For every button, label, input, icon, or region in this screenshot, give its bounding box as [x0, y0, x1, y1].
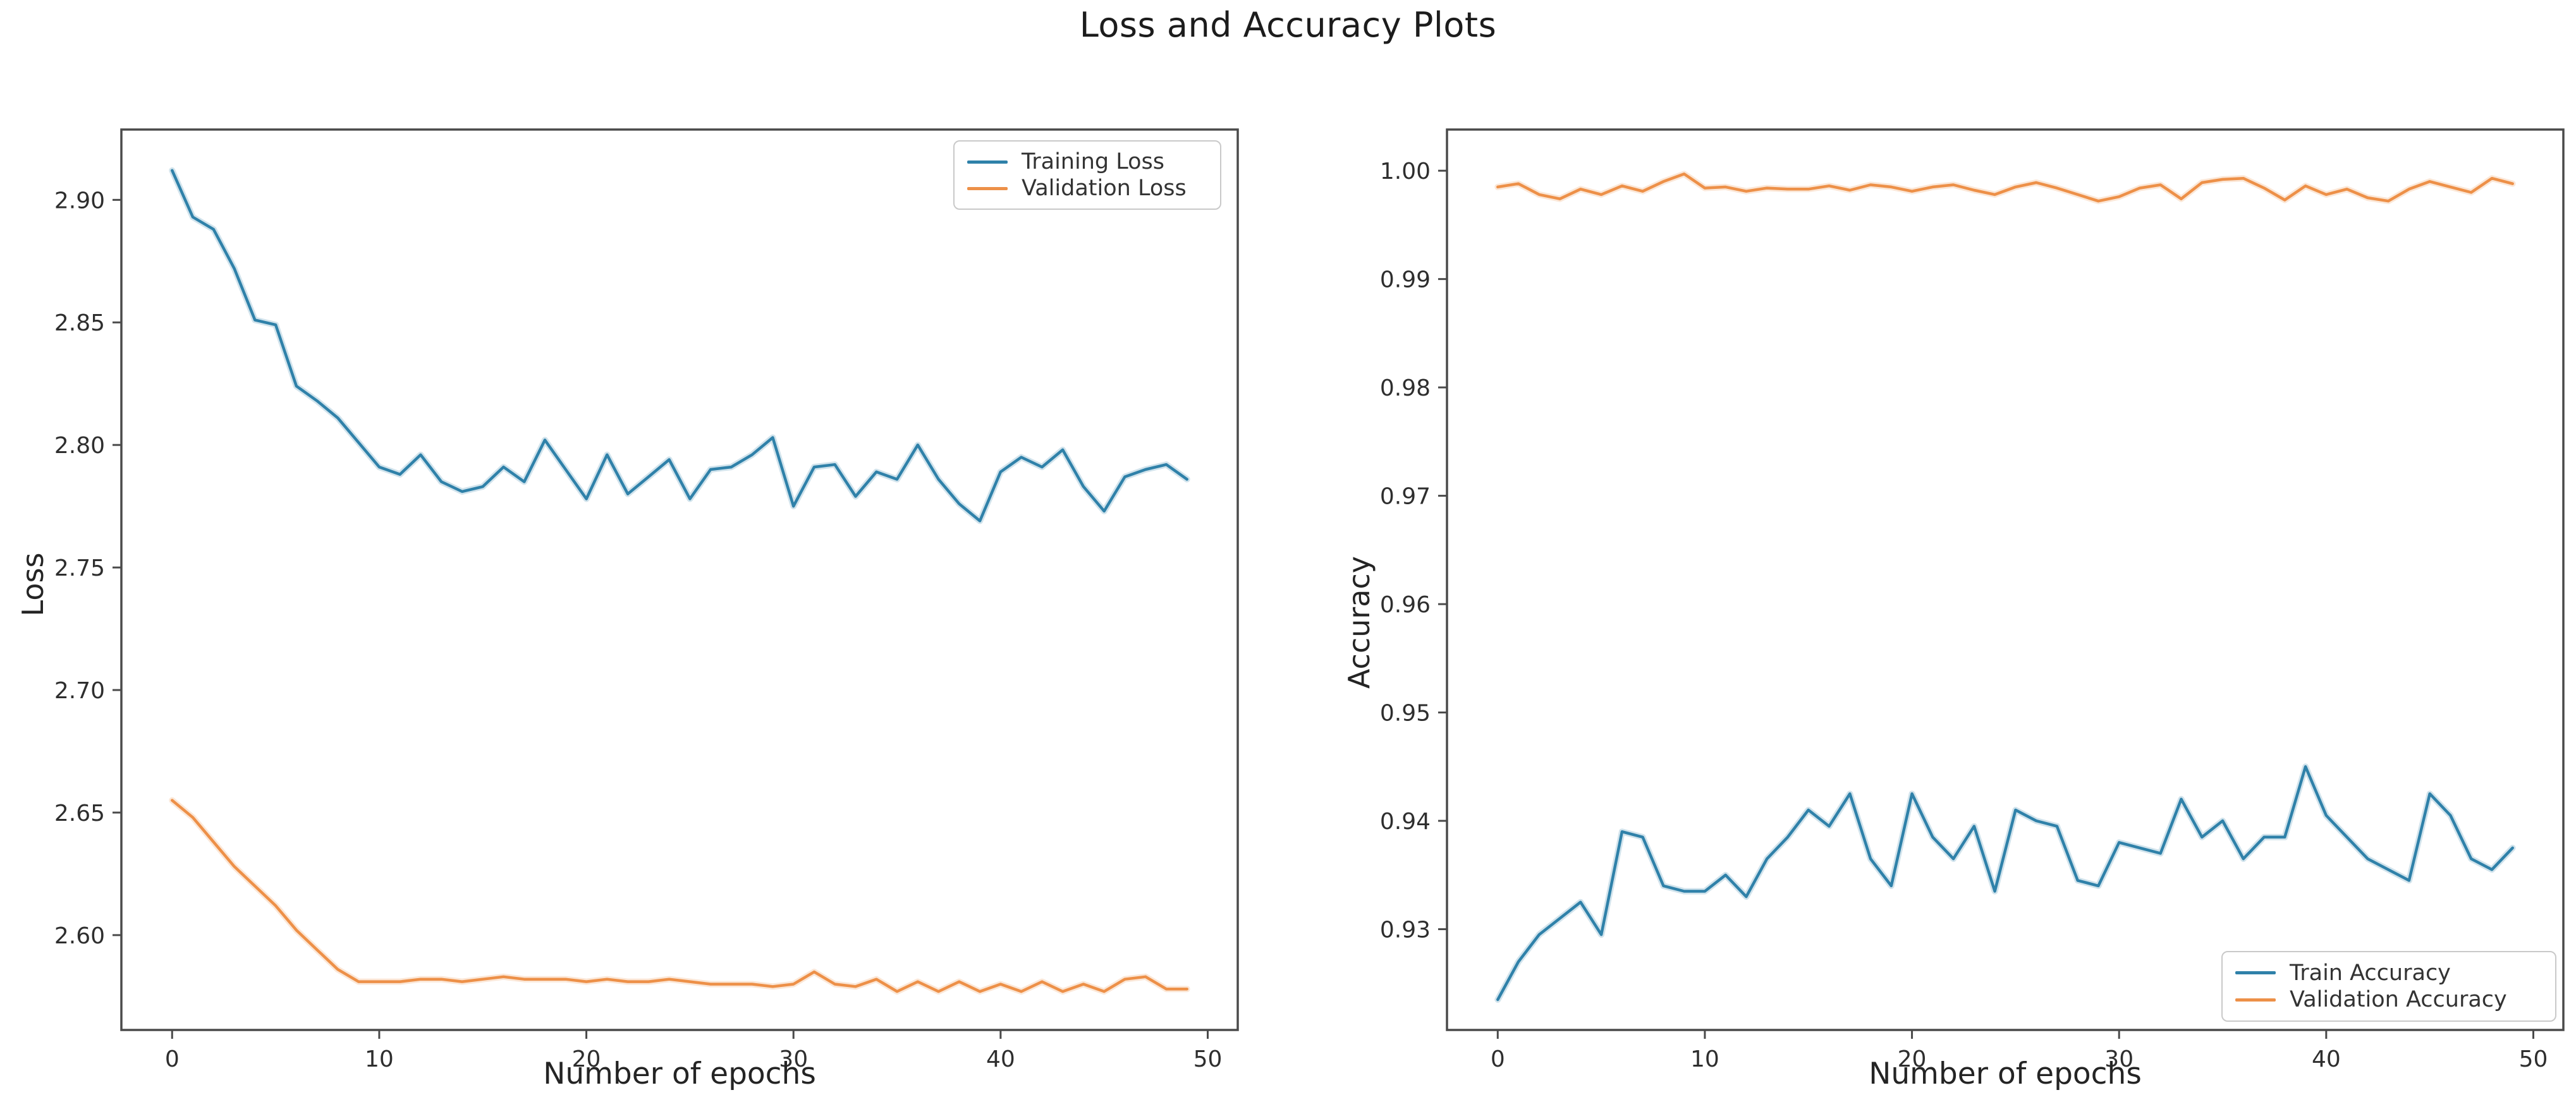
accuracy-yaxis-label: Accuracy	[1342, 555, 1376, 689]
x-tick-label: 0	[165, 1046, 180, 1072]
validation-accuracy-line	[1496, 173, 2514, 203]
loss-yaxis-label: Loss	[16, 552, 50, 617]
x-tick-label: 20	[1898, 1046, 1927, 1072]
training-loss-line	[171, 169, 1188, 523]
y-tick-label: 2.70	[54, 678, 105, 704]
loss-plot-border	[120, 128, 1239, 1031]
train-accuracy-legend-label: Train Accuracy	[2290, 960, 2451, 986]
validation-accuracy-legend-label: Validation Accuracy	[2290, 987, 2507, 1013]
y-tick-label: 0.97	[1380, 484, 1431, 510]
x-tick-label: 10	[365, 1046, 394, 1072]
y-tick-label: 2.75	[54, 555, 105, 581]
accuracy-plot-border	[1446, 128, 2565, 1031]
validation-loss-line	[171, 799, 1188, 993]
loss-legend: Training Loss Validation Loss	[953, 140, 1221, 210]
legend-entry-train-accuracy: Train Accuracy	[2235, 960, 2540, 986]
x-tick-label: 50	[2519, 1046, 2548, 1072]
y-tick-label: 2.85	[54, 310, 105, 336]
validation-accuracy-line-swatch	[2235, 998, 2276, 1002]
x-tick-label: 50	[1193, 1046, 1223, 1072]
y-tick-label: 0.95	[1380, 701, 1431, 727]
y-tick-label: 1.00	[1380, 159, 1431, 185]
training-loss-legend-label: Training Loss	[1022, 149, 1164, 174]
legend-entry-validation-accuracy: Validation Accuracy	[2235, 987, 2540, 1012]
accuracy-xaxis-label: Number of epochs	[1869, 1056, 2142, 1091]
y-tick-label: 0.98	[1380, 375, 1431, 401]
y-tick-label: 2.65	[54, 801, 105, 826]
legend-entry-validation-loss: Validation Loss	[967, 176, 1205, 201]
validation-loss-line-swatch	[967, 186, 1008, 190]
y-tick-label: 2.80	[54, 433, 105, 459]
training-loss-line-swatch	[967, 160, 1008, 164]
y-tick-label: 0.94	[1380, 809, 1431, 835]
figure-title: Loss and Accuracy Plots	[1079, 5, 1497, 45]
loss-xaxis-label: Number of epochs	[543, 1056, 816, 1091]
accuracy-legend: Train Accuracy Validation Accuracy	[2221, 951, 2556, 1022]
x-tick-label: 20	[572, 1046, 601, 1072]
y-tick-label: 0.99	[1380, 267, 1431, 293]
y-tick-label: 2.60	[54, 923, 105, 949]
x-tick-label: 40	[2312, 1046, 2341, 1072]
x-tick-label: 30	[2104, 1046, 2133, 1072]
x-tick-label: 40	[986, 1046, 1015, 1072]
validation-loss-legend-label: Validation Loss	[1022, 176, 1187, 201]
y-tick-label: 2.90	[54, 188, 105, 214]
y-tick-label: 0.96	[1380, 592, 1431, 618]
x-tick-label: 10	[1690, 1046, 1719, 1072]
x-tick-label: 0	[1491, 1046, 1505, 1072]
y-tick-label: 0.93	[1380, 917, 1431, 943]
x-tick-label: 30	[779, 1046, 808, 1072]
train-accuracy-line	[1496, 765, 2514, 1002]
train-accuracy-line-swatch	[2235, 971, 2276, 975]
legend-entry-training-loss: Training Loss	[967, 149, 1205, 174]
